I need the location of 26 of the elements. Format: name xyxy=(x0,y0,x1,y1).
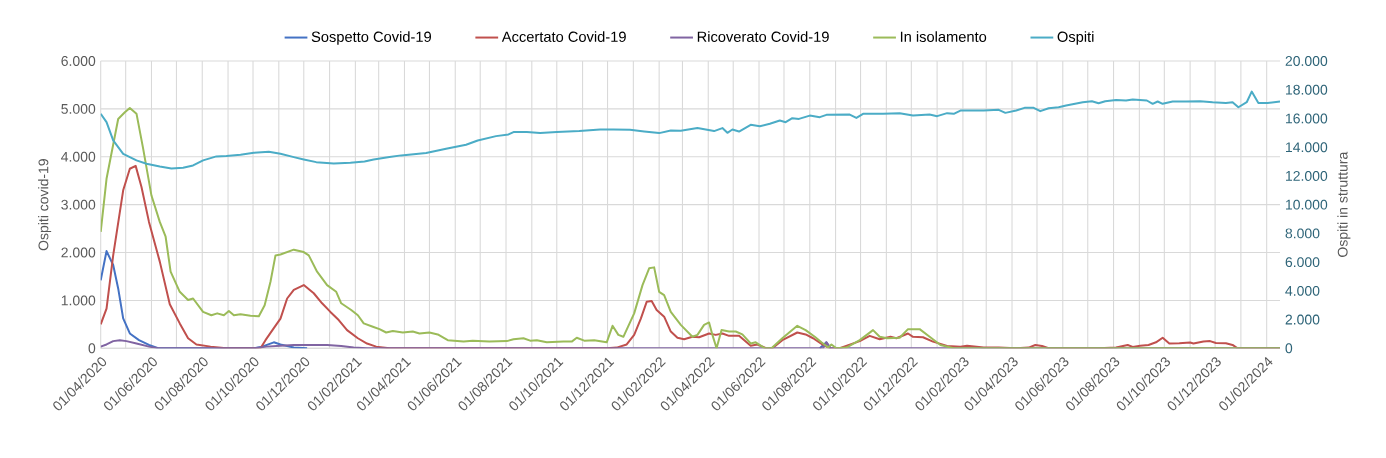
y-axis-title: Ospiti covid-19 xyxy=(38,159,52,251)
legend-label: Ricoverato Covid-19 xyxy=(697,31,829,42)
y2-tick-label: 20.000 xyxy=(1285,56,1328,66)
y-tick-label: 2.000 xyxy=(61,247,96,258)
y2-tick-label: 16.000 xyxy=(1286,113,1328,124)
legend-label: In isolamento xyxy=(900,31,987,42)
y2-tick-label: 8.000 xyxy=(1285,228,1320,239)
y-tick-label: 4.000 xyxy=(61,151,96,162)
legend-label: Ospiti xyxy=(1057,31,1094,45)
legend-label: Accertato Covid-19 xyxy=(501,31,626,42)
y-tick-label: 3.000 xyxy=(61,199,96,210)
y2-tick-label: 6.000 xyxy=(1285,257,1320,268)
y-tick-label: 0 xyxy=(88,343,96,354)
y2-tick-label: 4.000 xyxy=(1285,285,1320,296)
y2-tick-label: 0 xyxy=(1285,343,1293,354)
line-series xyxy=(100,90,1281,170)
y2-tick-label: 10.000 xyxy=(1286,199,1328,210)
y-tick-label: 1.000 xyxy=(61,295,96,306)
y2-axis-title: Ospiti in struttura xyxy=(1337,151,1351,257)
legend-label: Sospetto Covid-19 xyxy=(311,31,431,45)
y2-tick-label: 2.000 xyxy=(1285,314,1320,325)
y2-tick-label: 18.000 xyxy=(1286,84,1328,95)
y-tick-label: 5.000 xyxy=(61,103,96,114)
y2-tick-label: 14.000 xyxy=(1286,142,1328,153)
y2-tick-label: 12.000 xyxy=(1286,170,1328,181)
y-tick-label: 6.000 xyxy=(61,56,96,66)
